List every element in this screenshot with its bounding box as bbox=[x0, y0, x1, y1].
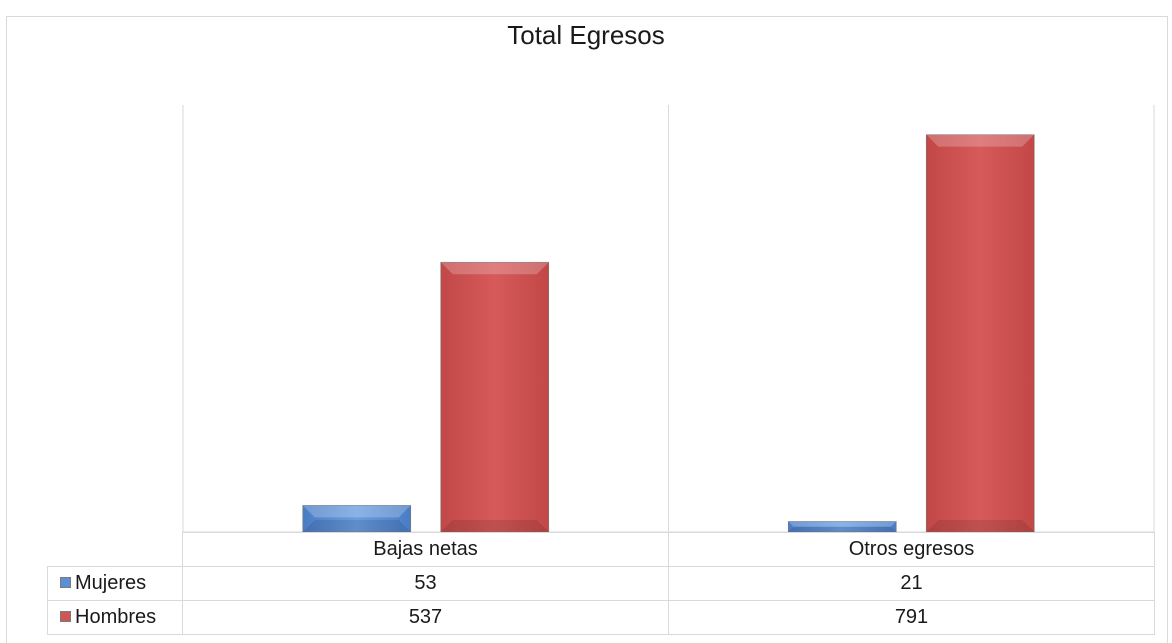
table-corner bbox=[47, 532, 183, 567]
series-name: Mujeres bbox=[75, 572, 147, 594]
table-row: Hombres 537 791 bbox=[47, 600, 1155, 635]
category-label: Otros egresos bbox=[668, 532, 1155, 567]
legend-entry: Mujeres bbox=[47, 566, 183, 601]
legend-entry: Hombres bbox=[47, 600, 183, 635]
data-label: 537 bbox=[182, 600, 669, 635]
bar-mujeres-1 bbox=[302, 505, 412, 533]
data-label: 21 bbox=[668, 566, 1155, 601]
red-square-icon bbox=[60, 611, 71, 622]
series-name: Hombres bbox=[75, 606, 157, 628]
table-row: Mujeres 53 21 bbox=[47, 566, 1155, 601]
bar-hombres-1 bbox=[440, 261, 550, 533]
data-label: 53 bbox=[182, 566, 669, 601]
data-table: Bajas netas Otros egresos Mujeres 53 21 Hombr… bbox=[47, 532, 1155, 635]
category-label: Bajas netas bbox=[182, 532, 669, 567]
blue-square-icon bbox=[60, 577, 71, 588]
chart-frame bbox=[6, 16, 1168, 643]
bar-mujeres-2 bbox=[787, 521, 897, 533]
data-label: 791 bbox=[668, 600, 1155, 635]
chart-title: Total Egresos bbox=[507, 20, 665, 50]
bar-hombres-2 bbox=[925, 134, 1035, 533]
